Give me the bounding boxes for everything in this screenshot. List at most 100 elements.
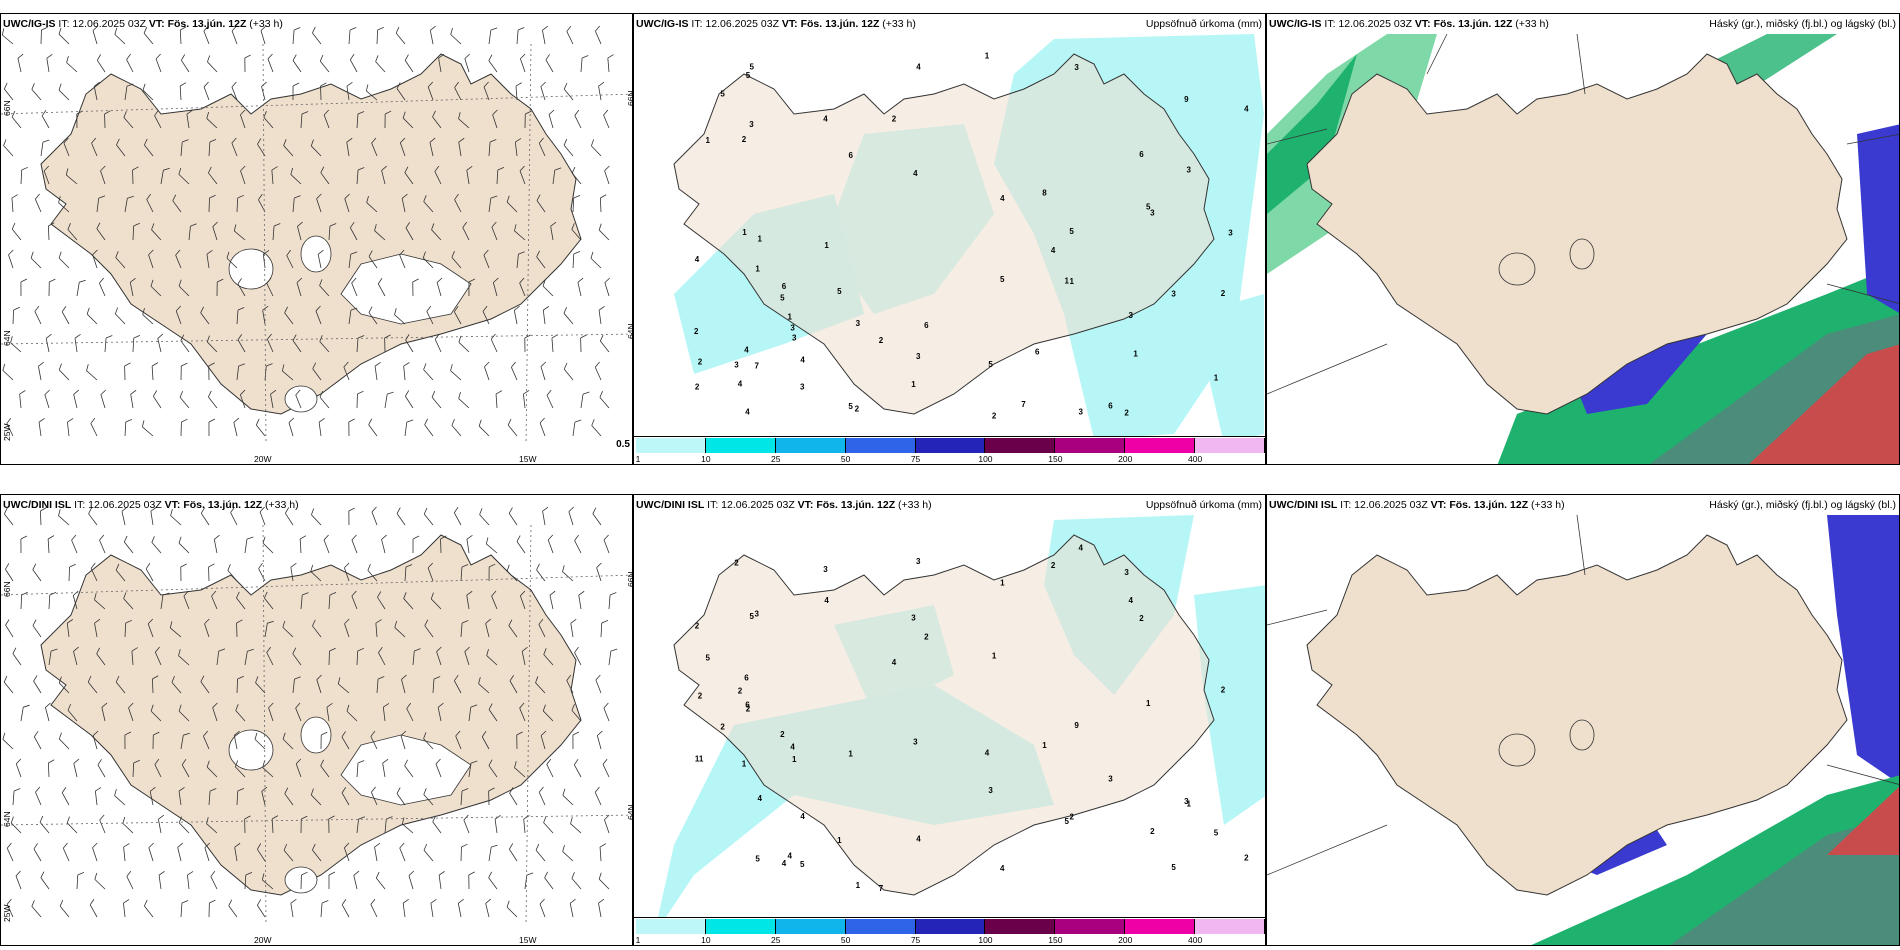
panel-header: UWC/DINI ISL IT: 12.06.2025 03Z VT: Fös.… — [3, 499, 299, 511]
wind-barb — [234, 760, 246, 778]
wind-barb — [96, 195, 106, 213]
wind-barb — [328, 223, 337, 241]
wind-barb — [572, 731, 580, 750]
wind-barb — [33, 675, 42, 694]
wind-barb — [578, 590, 585, 610]
wind-barb — [349, 221, 358, 241]
wind-barb — [236, 675, 244, 694]
wind-barb — [100, 389, 107, 409]
wind-barb — [178, 786, 185, 806]
precip-value-label: 4 — [916, 63, 921, 72]
wind-barb — [33, 843, 42, 862]
wind-barb — [468, 278, 476, 297]
wind-barb — [356, 335, 365, 353]
wind-barb — [599, 334, 610, 353]
wind-barb — [524, 110, 532, 129]
wind-barb — [598, 898, 605, 918]
wind-barb — [403, 592, 414, 610]
wind-barb — [59, 899, 70, 918]
wind-barb — [39, 507, 47, 526]
wind-barb — [203, 81, 210, 101]
wind-barb — [262, 760, 274, 778]
wind-barb — [462, 221, 470, 241]
colorbar-tick-label: 1 — [635, 935, 641, 945]
wind-barb — [365, 84, 378, 101]
wind-barb — [356, 390, 364, 409]
panel-header: UWC/DINI ISL IT: 12.06.2025 03Z VT: Fös.… — [1269, 499, 1565, 511]
wind-barb — [47, 222, 55, 241]
wind-barb — [570, 618, 577, 638]
precip-value-label: 2 — [695, 622, 700, 631]
precip-value-label: 7 — [755, 361, 760, 370]
wind-barb — [371, 506, 378, 526]
panel-header: UWC/DINI ISL IT: 12.06.2025 03Z VT: Fös.… — [636, 499, 932, 511]
wind-barb — [546, 758, 554, 778]
wind-barb — [216, 648, 226, 666]
wind-barb — [178, 536, 190, 554]
wind-barb — [290, 562, 297, 582]
colorbar-tick-label: 10 — [701, 935, 711, 945]
wind-barb — [208, 194, 216, 213]
wind-barb — [506, 195, 518, 213]
wind-barb — [370, 730, 378, 750]
precip-value-label: 3 — [1079, 408, 1084, 417]
wind-barb — [292, 27, 301, 45]
wind-barb — [570, 817, 582, 834]
precip-map-top: 2573621931255434311342312473435656231543… — [634, 34, 1264, 444]
wind-barb — [131, 647, 138, 666]
wind-barb — [226, 251, 238, 269]
wind-barb — [431, 223, 442, 241]
wind-barb — [150, 279, 162, 297]
wind-barb — [115, 563, 126, 582]
wind-barb — [99, 277, 106, 297]
wind-barb — [172, 194, 182, 213]
wind-barb — [460, 564, 469, 582]
wind-barb — [244, 871, 253, 890]
wind-barb — [124, 195, 134, 213]
wind-barb — [31, 900, 42, 918]
wind-barb — [495, 390, 503, 409]
wind-barb — [255, 676, 266, 694]
precip-value-label: 3 — [749, 120, 754, 129]
wind-barb — [405, 222, 414, 241]
wind-barb — [341, 899, 350, 918]
wind-barb — [401, 193, 408, 213]
wind-barb — [17, 53, 24, 73]
wind-barb — [300, 815, 308, 834]
wind-barb — [213, 534, 220, 554]
longitude-gridline — [262, 43, 267, 445]
precip-value-label: 6 — [1035, 348, 1040, 357]
cloud-panel-top: UWC/IG-IS IT: 12.06.2025 03Z VT: Fös. 13… — [1266, 13, 1900, 465]
wind-barb — [404, 54, 414, 73]
wind-barb — [346, 137, 353, 157]
wind-barb — [562, 565, 574, 582]
precip-value-label: 2 — [1221, 289, 1226, 298]
precip-value-label: 2 — [695, 383, 700, 392]
wind-barb — [412, 648, 421, 666]
wind-barb — [572, 419, 582, 437]
wind-barb — [485, 898, 491, 918]
wind-barb — [406, 702, 414, 722]
wind-barb — [348, 418, 355, 437]
wind-barb — [208, 899, 216, 918]
wind-barb — [86, 307, 98, 325]
wind-barb — [76, 279, 86, 297]
wind-barb — [200, 675, 210, 694]
wind-barb — [608, 592, 617, 610]
precip-value-label: 8 — [1042, 188, 1047, 197]
iceland-land — [41, 54, 581, 414]
lat-label-66: 66N — [2, 581, 12, 597]
wind-barb — [45, 333, 52, 353]
precip-value-label: 11 — [695, 755, 704, 764]
wind-barb — [283, 139, 294, 157]
wind-barb — [297, 221, 303, 241]
precip-value-label: 5 — [746, 71, 751, 80]
wind-barb — [399, 842, 406, 862]
wind-barb — [206, 249, 213, 269]
wind-barb — [427, 81, 434, 101]
precip-value-label: 1 — [911, 380, 916, 389]
wind-barb — [45, 702, 51, 722]
panel-title: Háský (gr.), miðský (fj.bl.) og lágský (… — [1709, 18, 1896, 30]
wind-barb — [351, 534, 358, 554]
wind-barb — [282, 732, 294, 750]
